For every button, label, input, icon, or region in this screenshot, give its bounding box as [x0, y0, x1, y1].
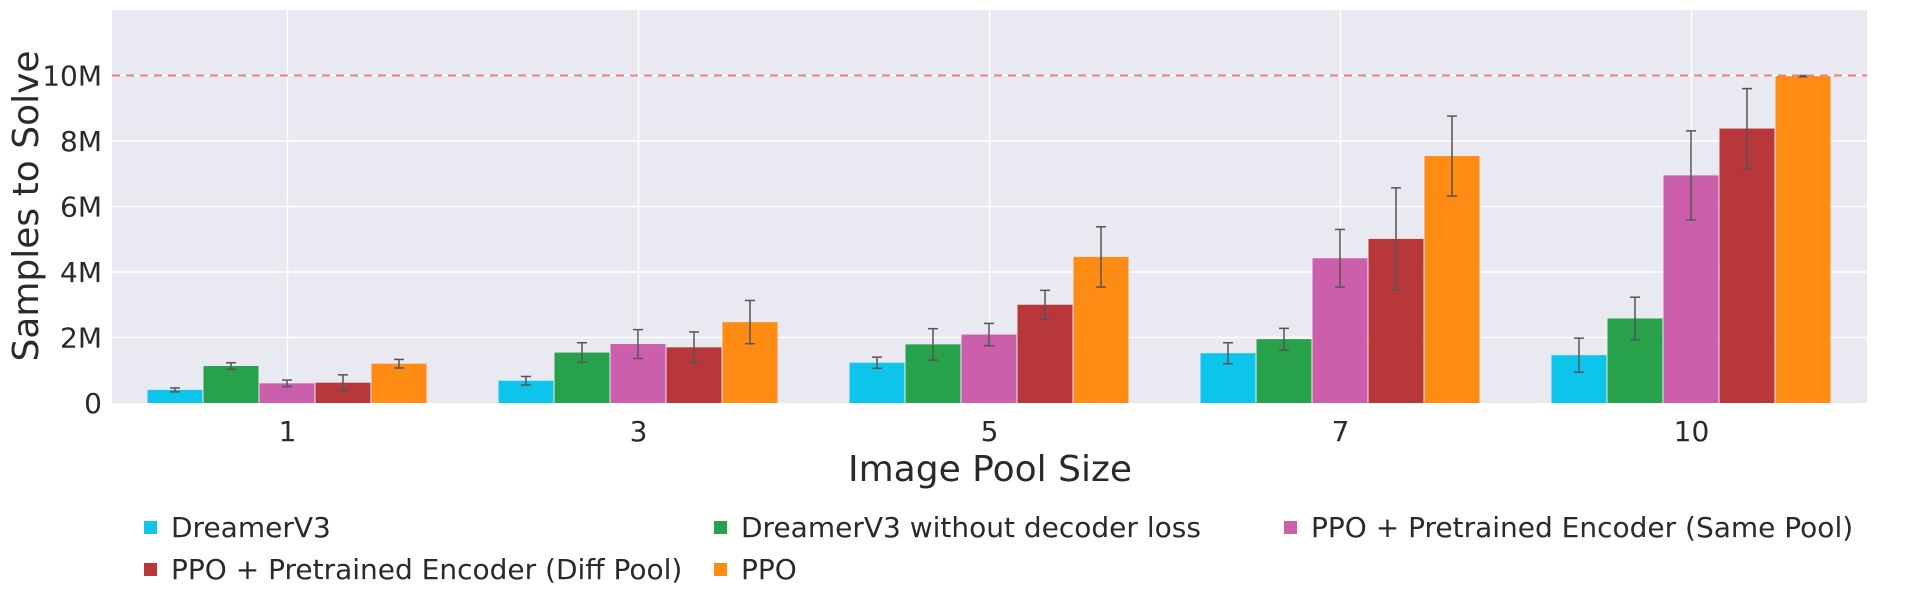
- x-tick-label: 10: [1674, 415, 1710, 448]
- bar: [1775, 76, 1831, 403]
- legend-row: DreamerV3 DreamerV3 without decoder loss…: [144, 506, 1904, 548]
- legend: DreamerV3 DreamerV3 without decoder loss…: [144, 506, 1904, 590]
- x-tick-label: 1: [279, 415, 297, 448]
- error-bars: [170, 74, 1808, 393]
- x-axis-title: Image Pool Size: [848, 449, 1132, 490]
- x-tick-label: 5: [981, 415, 999, 448]
- y-tick-label: 10M: [42, 60, 102, 93]
- bar: [498, 380, 554, 403]
- y-tick-label: 8M: [60, 125, 102, 158]
- legend-label: PPO + Pretrained Encoder (Diff Pool): [171, 552, 683, 586]
- bar-chart: 0 2M 4M 6M 8M 10M 1 3 5 7 10 Image Pool Size Samp…: [6, 10, 1867, 490]
- legend-row: PPO + Pretrained Encoder (Diff Pool) PPO: [144, 548, 1904, 590]
- bars: [147, 76, 1831, 403]
- legend-swatch: [714, 562, 727, 576]
- bar: [315, 382, 371, 403]
- legend-swatch: [1284, 520, 1297, 534]
- legend-item-ppo[interactable]: PPO: [714, 553, 797, 586]
- bar: [1719, 128, 1775, 403]
- x-tick-label: 7: [1332, 415, 1350, 448]
- y-tick-label: 4M: [60, 256, 102, 289]
- legend-item-ppo-same-pool[interactable]: PPO + Pretrained Encoder (Same Pool): [1284, 511, 1853, 544]
- legend-item-dreamerv3[interactable]: DreamerV3: [144, 511, 714, 544]
- bar: [147, 389, 203, 403]
- legend-label: DreamerV3: [171, 510, 331, 544]
- x-tick-labels: 1 3 5 7 10: [279, 415, 1710, 448]
- y-tick-label: 6M: [60, 191, 102, 224]
- legend-swatch: [714, 520, 727, 534]
- bar: [849, 362, 905, 403]
- legend-label: DreamerV3 without decoder loss: [741, 510, 1201, 544]
- legend-label: PPO: [741, 552, 797, 586]
- legend-label: PPO + Pretrained Encoder (Same Pool): [1311, 510, 1854, 544]
- bar: [203, 365, 259, 403]
- legend-swatch: [144, 562, 157, 576]
- legend-item-ppo-diff-pool[interactable]: PPO + Pretrained Encoder (Diff Pool): [144, 553, 714, 586]
- bar: [371, 363, 427, 403]
- legend-item-dreamerv3-no-decoder[interactable]: DreamerV3 without decoder loss: [714, 511, 1284, 544]
- y-tick-label: 0: [84, 387, 102, 420]
- x-tick-label: 3: [630, 415, 648, 448]
- y-tick-labels: 0 2M 4M 6M 8M 10M: [42, 60, 102, 421]
- y-axis-title: Samples to Solve: [6, 50, 47, 361]
- y-tick-label: 2M: [60, 322, 102, 355]
- legend-swatch: [144, 520, 157, 534]
- bar: [259, 383, 315, 403]
- bar: [1017, 304, 1073, 403]
- bar: [1424, 156, 1480, 403]
